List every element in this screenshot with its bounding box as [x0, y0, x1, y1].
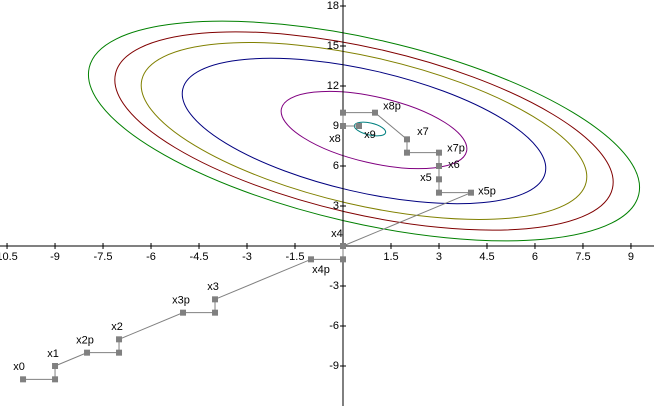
- x-tick-label: -7.5: [94, 251, 113, 263]
- point-label: x9: [364, 129, 376, 141]
- point: [52, 363, 59, 369]
- point-label: x7p: [447, 143, 465, 155]
- point: [339, 243, 346, 249]
- contour: [280, 90, 468, 170]
- x-tick-label: 6: [532, 251, 538, 263]
- point-label: x7: [417, 126, 429, 138]
- point-label: x5p: [478, 186, 496, 198]
- point: [403, 136, 410, 143]
- point: [371, 109, 378, 116]
- x-tick-label: 3: [436, 251, 442, 263]
- contour: [87, 20, 641, 242]
- point: [212, 296, 219, 303]
- point-label: x3p: [172, 295, 190, 307]
- x-tick-label: 9: [628, 251, 634, 263]
- point: [467, 189, 474, 196]
- point: [355, 123, 362, 129]
- point: [20, 376, 27, 383]
- y-tick-label: 9: [333, 120, 339, 132]
- y-tick-label: 6: [333, 160, 339, 172]
- point: [435, 163, 442, 169]
- point-label: x0: [13, 361, 25, 373]
- y-tick-label: 18: [327, 0, 339, 12]
- point: [435, 149, 442, 156]
- x-tick-label: 10.5: [0, 251, 18, 263]
- point: [435, 189, 442, 196]
- point: [116, 336, 123, 343]
- x-tick-label: 7.5: [575, 251, 590, 263]
- point: [52, 376, 59, 383]
- point: [84, 349, 91, 356]
- point: [339, 256, 346, 263]
- point-label: x6: [448, 159, 460, 171]
- point-label: x4p: [312, 264, 330, 276]
- contour: [140, 42, 588, 220]
- point-label: x2: [111, 321, 123, 333]
- point: [339, 109, 346, 116]
- x-tick-label: 4.5: [479, 251, 494, 263]
- point-label: x8p: [383, 101, 401, 113]
- y-tick-label: 12: [327, 80, 339, 92]
- point-label: x8: [329, 133, 341, 145]
- x-tick-label: -1.5: [286, 251, 305, 263]
- x-tick-label: -9: [50, 251, 60, 263]
- point: [339, 123, 346, 129]
- x-tick-label: -3: [242, 251, 252, 263]
- y-tick-label: -6: [329, 320, 339, 332]
- contours: [87, 20, 641, 242]
- point: [403, 149, 410, 156]
- x-tick-label: -6: [146, 251, 156, 263]
- x-tick-label: 1.5: [383, 251, 398, 263]
- point-label: x2p: [76, 335, 94, 347]
- y-tick-label: -9: [329, 360, 339, 372]
- y-tick-label: 15: [327, 40, 339, 52]
- point: [116, 349, 123, 356]
- point: [180, 309, 187, 316]
- point: [308, 256, 315, 263]
- y-tick-label: 3: [333, 200, 339, 212]
- x-tick-label: -4.5: [190, 251, 209, 263]
- contour: [114, 31, 614, 231]
- y-tick-label: -3: [329, 280, 339, 292]
- point: [435, 176, 442, 183]
- contour: [181, 57, 547, 205]
- point: [212, 309, 219, 316]
- point-label: x1: [47, 348, 59, 360]
- contour: [353, 121, 387, 137]
- point-label: x4: [331, 228, 343, 240]
- point-label: x5: [420, 172, 432, 184]
- point-label: x3: [207, 281, 219, 293]
